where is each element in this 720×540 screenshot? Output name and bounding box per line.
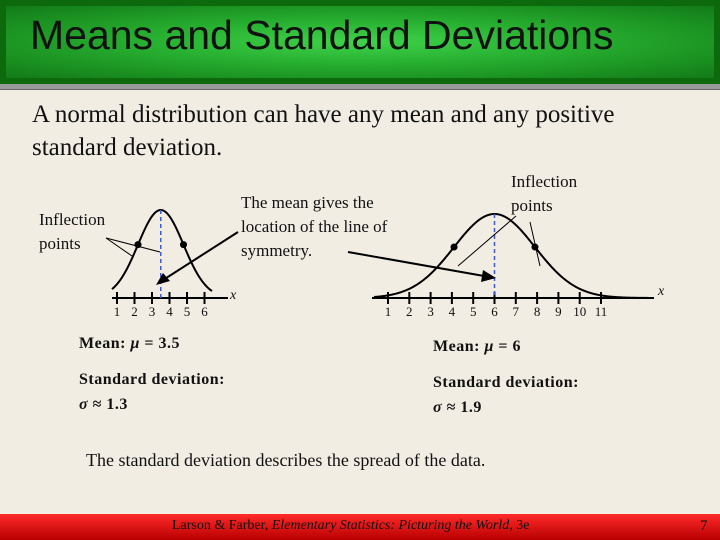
right-axis-tick-label: 4 [448,304,456,319]
right-inflection-point-high [531,243,539,251]
right-mean-arrowhead [481,270,496,282]
right-axis-tick-label: 11 [594,304,608,319]
left-mean-arrow [159,231,239,283]
right-axis-tick-label: 3 [427,304,434,319]
right-inflection-pointer-low [457,215,517,267]
right-axis-tick-label: 6 [491,304,498,319]
right-axis-tick-label: 2 [406,304,413,319]
right-axis-tick-label: 10 [573,304,587,319]
left-axis-tick-label: 6 [201,304,208,319]
right-axis-tick-label: 8 [533,304,541,319]
left-axis-variable: x [230,288,237,303]
conclusion-text: The standard deviation describes the spr… [86,450,486,470]
left-inflection-pointer-high [105,237,161,253]
left-axis-tick-label: 4 [166,304,173,319]
inflection-points-label-left: Inflection points [39,210,106,253]
mean-location-label: The mean gives the location of the line … [241,193,388,260]
left-inflection-point-high [180,241,187,249]
left-normal-curve [111,209,213,292]
left-mean-arrowhead [156,273,170,285]
left-axis-tick-label: 2 [131,304,138,319]
left-axis-tick-label: 5 [183,304,191,319]
footer-citation: Larson & Farber, Elementary Statistics: … [172,518,530,533]
right-inflection-pointer-high [529,221,541,267]
right-sd-stat: Standard deviation: σ ≈ 1.9 [433,374,579,416]
right-axis-variable: x [658,284,665,299]
right-axis-tick-label: 9 [555,304,562,319]
left-axis-ticks [116,292,206,304]
left-mean-stat: Mean: μ = 3.5 [79,335,180,352]
title-divider [0,84,720,90]
left-sd-stat: Standard deviation: σ ≈ 1.3 [79,371,225,413]
right-normal-curve [373,213,649,299]
left-axis-tick-label: 1 [113,304,121,319]
title-bar [0,0,720,84]
intro-text: A normal distribution can have any mean … [32,101,615,161]
right-inflection-point-low [450,243,458,251]
footer-bar [0,514,720,540]
right-mean-stat: Mean: μ = 6 [433,338,521,355]
left-axis-tick-label: 3 [148,304,156,319]
right-axis-tick-label: 7 [512,304,520,319]
slide-title: Means and Standard Deviations [30,12,614,58]
page-number: 7 [700,518,708,534]
inflection-points-label-right: Inflection points [511,172,578,215]
right-axis-tick-label: 1 [384,304,392,319]
right-axis-tick-label: 5 [469,304,477,319]
right-axis-ticks [387,292,602,304]
right-mean-arrow [347,251,485,277]
left-inflection-pointer-low [105,237,133,257]
